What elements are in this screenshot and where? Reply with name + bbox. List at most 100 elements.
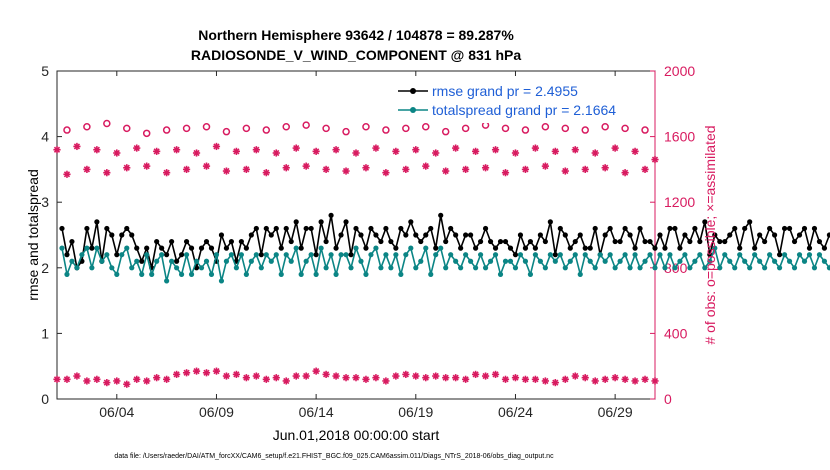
totalspread-point: [747, 265, 753, 271]
totalspread-point: [527, 271, 534, 277]
obs-assimilated-marker: [103, 379, 111, 387]
totalspread-point: [198, 265, 205, 271]
totalspread-point: [497, 271, 504, 277]
obs-assimilated-marker: [472, 370, 480, 378]
totalspread-point: [313, 271, 319, 277]
y-tick-label-left: 4: [41, 129, 49, 145]
obs-assimilated-marker: [252, 372, 260, 380]
rmse-point: [423, 232, 429, 238]
rmse-point: [308, 225, 314, 232]
totalspread-point: [169, 258, 175, 264]
totalspread-point: [104, 252, 110, 258]
y-tick-label-left: 0: [41, 391, 49, 407]
obs-assimilated-marker: [511, 149, 520, 157]
rmse-point: [463, 232, 469, 238]
rmse-point: [218, 232, 225, 238]
rmse-point: [577, 232, 583, 238]
totalspread-point: [139, 271, 145, 277]
rmse-point: [453, 232, 459, 238]
totalspread-point: [183, 252, 190, 258]
obs-assimilated-marker: [412, 372, 420, 380]
rmse-point: [288, 238, 294, 245]
totalspread-point: [697, 252, 703, 258]
rmse-point: [662, 245, 668, 251]
obs-assimilated-marker: [332, 372, 340, 380]
rmse-point: [572, 238, 578, 245]
obs-assimilated-marker: [412, 146, 420, 154]
obs-assimilated-marker: [342, 374, 350, 382]
totalspread-point: [772, 258, 778, 264]
totalspread-point: [99, 258, 105, 264]
totalspread-point: [69, 258, 75, 264]
totalspread-point: [627, 265, 633, 271]
obs-assimilated-marker: [531, 144, 539, 152]
totalspread-point: [717, 265, 723, 271]
rmse-point: [428, 225, 434, 232]
obs-assimilated-marker: [182, 369, 191, 377]
obs-assimilated-marker: [352, 374, 360, 382]
obs-assimilated-marker: [501, 169, 510, 177]
totalspread-point: [164, 278, 170, 284]
rmse-point: [512, 252, 519, 258]
obs-possible-marker: [422, 123, 430, 131]
legend-box: [392, 80, 654, 123]
x-tick-label: 06/14: [299, 404, 334, 420]
y-tick-label-right: 1600: [664, 129, 695, 145]
obs-assimilated-marker: [372, 144, 380, 152]
obs-assimilated-marker: [113, 377, 121, 385]
totalspread-point: [732, 265, 738, 271]
totalspread-point: [218, 278, 225, 284]
rmse-point: [368, 225, 374, 232]
totalspread-point: [572, 252, 578, 258]
totalspread-point: [712, 245, 718, 251]
rmse-point: [517, 232, 524, 238]
obs-assimilated-marker: [93, 146, 101, 154]
totalspread-point: [517, 252, 524, 258]
totalspread-point: [767, 252, 773, 258]
obs-assimilated-marker: [372, 374, 380, 382]
totalspread-point: [647, 252, 653, 258]
obs-possible-marker: [322, 124, 330, 133]
obs-assimilated-marker: [601, 375, 609, 383]
totalspread-point: [388, 265, 394, 271]
rmse-point: [502, 238, 509, 245]
obs-assimilated-marker: [462, 375, 470, 383]
obs-assimilated-marker: [292, 372, 300, 380]
obs-assimilated-marker: [113, 149, 121, 157]
obs-assimilated-marker: [133, 144, 141, 152]
totalspread-point: [363, 271, 369, 277]
totalspread-point: [288, 258, 294, 264]
rmse-point: [119, 232, 125, 238]
totalspread-point: [482, 265, 489, 271]
obs-assimilated-marker: [153, 147, 161, 155]
legend-rmse-marker: [410, 88, 416, 94]
rmse-point: [477, 238, 484, 245]
rmse-point: [94, 219, 100, 225]
totalspread-point: [273, 252, 279, 258]
obs-assimilated-marker: [352, 149, 360, 157]
obs-possible-marker: [441, 127, 450, 136]
totalspread-point: [672, 265, 678, 271]
totalspread-point: [213, 252, 220, 258]
totalspread-point: [233, 265, 239, 271]
rmse-point: [174, 258, 180, 264]
y-tick-label-left: 5: [41, 63, 49, 79]
obs-assimilated-marker: [143, 377, 151, 385]
obs-possible-marker: [581, 126, 589, 134]
rmse-point: [178, 252, 185, 258]
obs-assimilated-marker: [481, 372, 490, 380]
obs-possible-marker: [541, 123, 550, 131]
rmse-point: [752, 245, 758, 251]
totalspread-point: [642, 258, 648, 264]
obs-possible-marker: [262, 126, 271, 134]
obs-assimilated-marker: [212, 367, 221, 375]
rmse-point: [612, 238, 618, 245]
obs-possible-marker: [123, 124, 131, 133]
obs-possible-marker: [362, 123, 370, 131]
totalspread-point: [567, 258, 573, 264]
obs-possible-marker: [83, 123, 91, 131]
totalspread-point: [687, 265, 693, 271]
rmse-point: [203, 238, 210, 245]
totalspread-point: [752, 252, 758, 258]
